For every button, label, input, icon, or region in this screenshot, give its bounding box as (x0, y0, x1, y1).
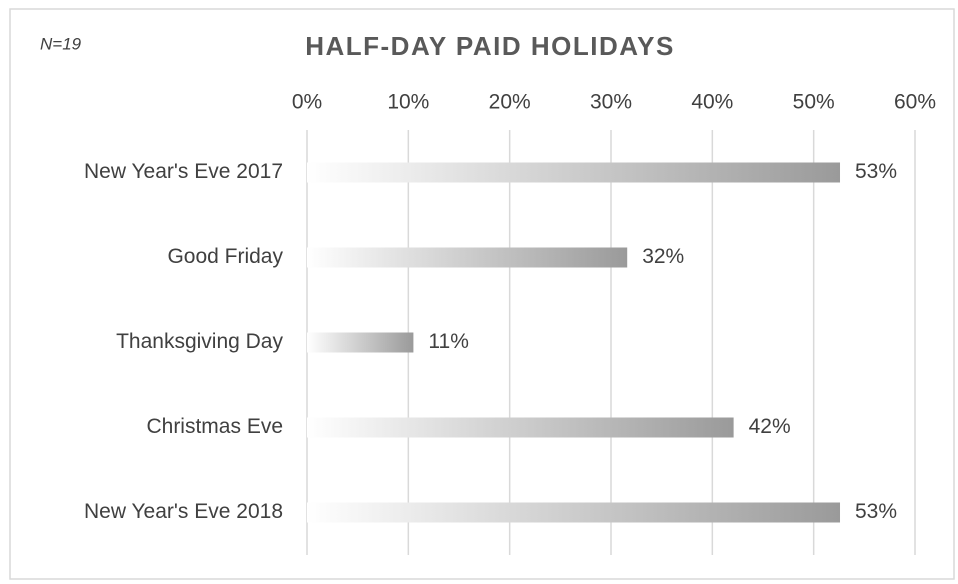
y-tick-label: Thanksgiving Day (116, 330, 283, 353)
x-tick-label: 20% (489, 91, 531, 114)
annotation: N=19 (40, 34, 82, 53)
data-label: 53% (855, 160, 897, 183)
chart-title: HALF-DAY PAID HOLIDAYS (305, 31, 675, 61)
x-tick-label: 10% (387, 91, 429, 114)
bar (307, 247, 628, 268)
x-tick-label: 60% (894, 91, 936, 114)
x-tick-label: 0% (292, 91, 322, 114)
x-tick-label: 40% (691, 91, 733, 114)
bar (307, 417, 734, 438)
x-tick-label: 50% (793, 91, 835, 114)
y-tick-label: Christmas Eve (146, 415, 283, 438)
x-tick-label: 30% (590, 91, 632, 114)
bar (307, 502, 841, 523)
data-label: 42% (749, 415, 791, 438)
y-tick-label: New Year's Eve 2017 (84, 160, 283, 183)
y-tick-label: New Year's Eve 2018 (84, 500, 283, 523)
data-label: 11% (428, 330, 468, 353)
chart-border (9, 8, 955, 580)
y-tick-label: Good Friday (167, 245, 283, 268)
data-label: 53% (855, 500, 897, 523)
bar (307, 162, 841, 183)
data-label: 32% (642, 245, 684, 268)
bar (307, 332, 414, 353)
